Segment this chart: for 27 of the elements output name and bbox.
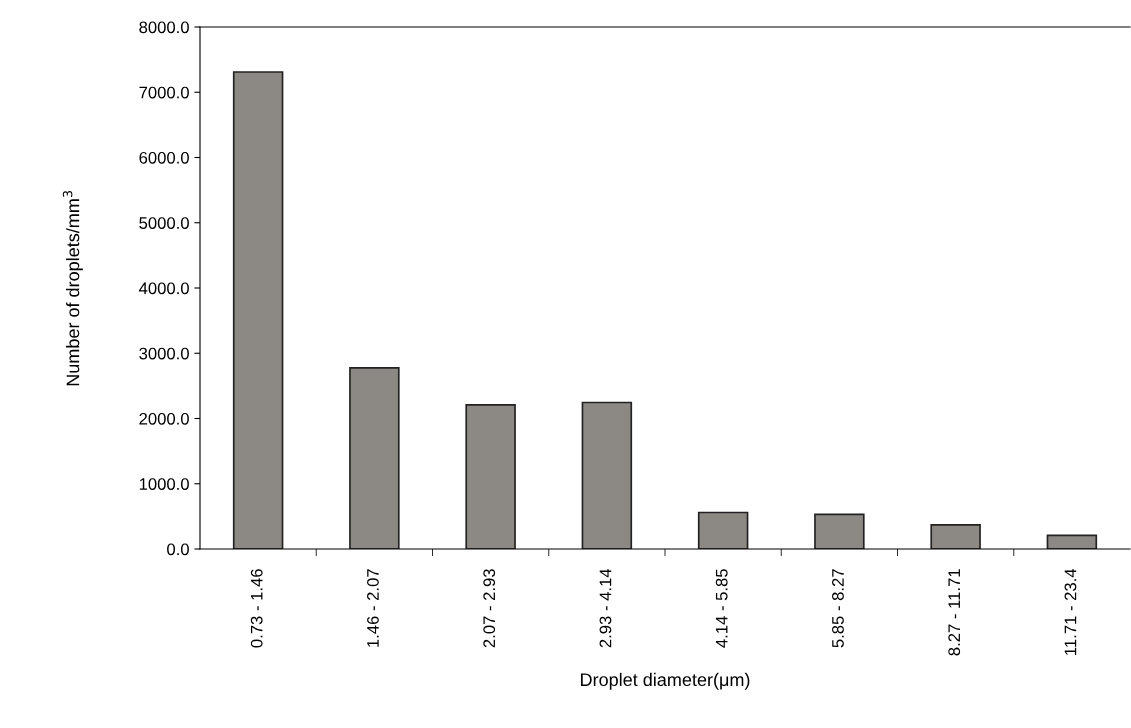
bar xyxy=(930,524,981,549)
y-tick-label: 2000.0 xyxy=(139,412,189,425)
x-tick-label: 8.27 - 11.71 xyxy=(948,569,961,656)
y-tick-label: 1000.0 xyxy=(139,478,189,490)
y-tick-label: 7000.0 xyxy=(139,86,189,99)
x-tick-label: 4.14 - 5.85 xyxy=(715,569,728,648)
bar xyxy=(814,513,865,549)
y-tick-label: 3000.0 xyxy=(139,347,189,360)
y-tick-label: 8000.0 xyxy=(139,21,189,34)
bar xyxy=(581,401,633,549)
y-tick-label: 0.0 xyxy=(167,543,189,556)
bar xyxy=(465,403,516,549)
y-tick-label: 6000.0 xyxy=(139,151,189,164)
x-tick-label: 0.73 - 1.46 xyxy=(250,569,263,648)
y-tick-label: 5000.0 xyxy=(139,217,189,229)
bar xyxy=(697,511,749,549)
x-tick-label: 11.71 - 23.4 xyxy=(1064,568,1077,655)
x-axis-title: Droplet diameter(μm) xyxy=(581,672,750,690)
y-tick-label: 4000.0 xyxy=(138,282,189,295)
bar xyxy=(349,367,400,549)
x-tick-label: 2.07 - 2.93 xyxy=(483,569,496,648)
x-tick-label: 1.46 - 2.07 xyxy=(367,569,379,647)
x-tick-label: 2.93 - 4.14 xyxy=(599,568,612,648)
bar xyxy=(232,71,284,549)
y-axis-title: Number of droplets/mm$^{3}$ xyxy=(62,190,83,386)
x-tick-label: 5.85 - 8.27 xyxy=(832,569,844,648)
bar xyxy=(1046,534,1098,549)
